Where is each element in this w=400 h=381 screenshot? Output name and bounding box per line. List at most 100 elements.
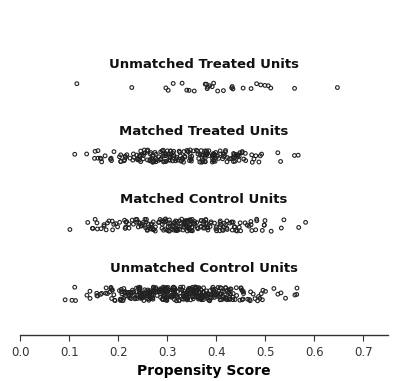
Point bbox=[229, 227, 236, 233]
Point bbox=[190, 148, 197, 154]
Point bbox=[203, 292, 210, 298]
Point bbox=[160, 296, 166, 303]
Point bbox=[156, 289, 163, 295]
Point bbox=[116, 219, 123, 225]
Point bbox=[172, 227, 179, 233]
Point bbox=[212, 287, 219, 293]
Point bbox=[234, 228, 240, 234]
Point bbox=[185, 148, 191, 154]
Point bbox=[220, 151, 227, 157]
Point bbox=[126, 295, 133, 301]
Point bbox=[132, 296, 138, 302]
Point bbox=[187, 285, 194, 291]
Point bbox=[198, 223, 204, 229]
Point bbox=[202, 216, 209, 223]
Point bbox=[139, 294, 146, 300]
Point bbox=[196, 155, 202, 162]
Point bbox=[119, 291, 125, 297]
Point bbox=[171, 289, 178, 295]
Point bbox=[197, 296, 203, 302]
Point bbox=[215, 284, 221, 290]
Point bbox=[202, 159, 208, 165]
Point bbox=[186, 227, 193, 233]
Point bbox=[131, 292, 138, 298]
Point bbox=[195, 294, 202, 300]
Point bbox=[201, 290, 207, 296]
Point bbox=[170, 158, 176, 164]
Point bbox=[149, 295, 156, 301]
Point bbox=[168, 151, 174, 157]
Point bbox=[124, 290, 130, 296]
Point bbox=[192, 219, 198, 225]
Point bbox=[179, 156, 186, 162]
Point bbox=[106, 218, 112, 224]
Point bbox=[155, 219, 162, 226]
Point bbox=[291, 152, 298, 158]
Point bbox=[278, 290, 284, 296]
Point bbox=[206, 83, 213, 89]
Point bbox=[177, 153, 184, 159]
Point bbox=[104, 220, 111, 226]
Point bbox=[165, 224, 172, 230]
Point bbox=[198, 147, 204, 154]
Point bbox=[134, 219, 140, 225]
Point bbox=[222, 153, 228, 159]
Point bbox=[150, 296, 156, 302]
Point bbox=[190, 293, 196, 299]
Point bbox=[135, 224, 142, 230]
Point bbox=[111, 149, 117, 155]
Point bbox=[210, 289, 217, 295]
Point bbox=[204, 225, 210, 231]
Point bbox=[166, 228, 173, 234]
Point bbox=[194, 225, 200, 231]
Point bbox=[189, 224, 196, 231]
Point bbox=[118, 296, 124, 302]
Point bbox=[203, 220, 210, 226]
Point bbox=[210, 151, 217, 157]
Point bbox=[165, 221, 172, 227]
Point bbox=[230, 154, 236, 160]
Point bbox=[168, 293, 174, 299]
Point bbox=[200, 289, 206, 295]
Point bbox=[163, 287, 170, 293]
Point bbox=[250, 291, 256, 297]
Point bbox=[153, 158, 159, 165]
Point bbox=[170, 284, 176, 290]
Point bbox=[140, 150, 147, 156]
Point bbox=[135, 285, 142, 291]
Point bbox=[189, 290, 196, 296]
Point bbox=[189, 216, 196, 223]
Point bbox=[174, 288, 181, 295]
Point bbox=[173, 156, 180, 162]
Point bbox=[195, 151, 201, 157]
Point bbox=[133, 285, 140, 291]
Point bbox=[166, 220, 173, 226]
Point bbox=[157, 287, 164, 293]
Point bbox=[194, 219, 200, 226]
Point bbox=[169, 153, 176, 159]
Point bbox=[183, 294, 190, 300]
Point bbox=[145, 293, 152, 299]
Point bbox=[103, 227, 109, 233]
Point bbox=[170, 227, 177, 233]
Point bbox=[195, 285, 202, 291]
Point bbox=[136, 286, 143, 292]
Point bbox=[216, 228, 223, 234]
Point bbox=[143, 216, 150, 223]
Point bbox=[219, 288, 226, 295]
Point bbox=[150, 295, 156, 301]
Point bbox=[164, 298, 170, 304]
Point bbox=[208, 220, 214, 226]
Point bbox=[254, 216, 260, 222]
Point bbox=[160, 159, 167, 165]
Text: Matched Control Units: Matched Control Units bbox=[120, 194, 288, 207]
Point bbox=[141, 147, 148, 153]
Point bbox=[107, 289, 113, 295]
Point bbox=[94, 293, 101, 299]
Point bbox=[181, 149, 187, 155]
Point bbox=[184, 218, 190, 224]
Point bbox=[216, 294, 223, 300]
Point bbox=[166, 157, 172, 163]
Point bbox=[222, 147, 229, 154]
Point bbox=[148, 221, 155, 227]
